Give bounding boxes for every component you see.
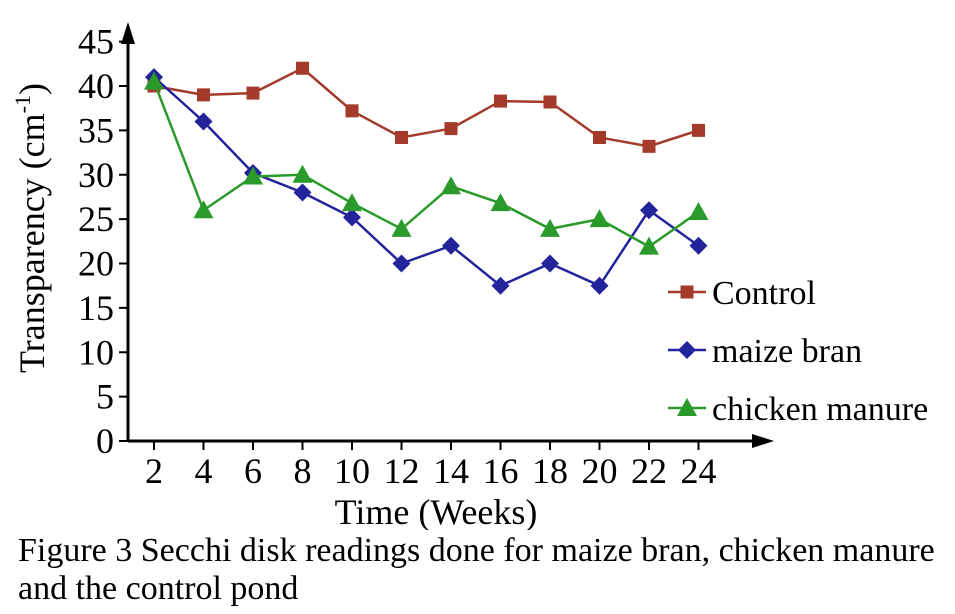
legend-marker [677,398,697,416]
data-point-chicken-manure [391,218,412,237]
data-point-control [692,123,705,137]
x-tick-label: 16 [483,451,519,491]
y-axis-title-superscript: -1 [10,95,35,113]
y-tick-label: 25 [78,199,114,239]
data-point-chicken-manure [589,209,610,228]
data-point-control [494,94,507,108]
y-tick-label: 30 [78,155,114,195]
x-axis-title: Time (Weeks) [335,492,538,530]
data-point-chicken-manure [490,193,511,212]
legend: Control maize bran chicken manure [668,275,928,428]
y-tick-label: 0 [96,421,114,461]
data-point-chicken-manure [243,166,263,185]
series-line-maize-bran [153,76,700,288]
x-tick-label: 2 [145,451,163,491]
x-tick-label: 18 [532,451,568,491]
data-point-control [593,130,606,144]
x-tick-label: 10 [334,451,370,491]
data-point-control [345,104,359,118]
x-tick-label: 22 [631,451,667,491]
y-tick-label: 35 [78,110,114,150]
y-tick-label: 20 [78,244,114,284]
y-tick-label: 10 [78,332,114,372]
y-tick-label: 40 [78,66,114,106]
data-point-chicken-manure [688,202,709,221]
x-tick-label: 12 [384,451,420,491]
data-point-chicken-manure [144,71,164,90]
legend-item-maize-bran: maize bran [668,333,862,370]
y-tick-label: 45 [78,22,114,62]
y-axis-title: Transparency (cm-1) [10,83,52,373]
data-point-control [444,122,458,136]
data-point-maize-bran [293,183,312,202]
data-point-chicken-manure [193,200,214,219]
data-point-chicken-manure [540,218,560,237]
y-axis-arrow [121,22,135,44]
data-point-maize-bran [194,112,213,131]
data-point-control [642,139,656,153]
series-line-chicken-manure [152,81,700,249]
data-point-maize-bran [442,236,460,255]
y-axis-title-main: Transparency (cm [12,113,52,373]
data-point-maize-bran [392,254,411,273]
data-point-maize-bran [689,236,708,255]
y-tick-label: 15 [78,288,114,328]
x-axis-arrow [752,434,774,448]
y-axis-title-close: ) [12,83,52,95]
legend-item-chicken-manure: chicken manure [668,391,928,428]
legend-marker [678,341,696,359]
data-point-control [543,95,557,109]
legend-item-control: Control [668,275,816,312]
data-point-control [197,88,210,102]
x-tick-label: 14 [433,451,469,491]
legend-marker [680,285,694,299]
data-point-chicken-manure [441,176,461,195]
x-tick-label: 8 [294,451,312,491]
x-tick-label: 6 [244,451,262,491]
legend-label: Control [712,275,816,312]
axes [121,22,774,448]
data-point-chicken-manure [342,193,362,212]
series-chicken-manure [144,71,709,255]
data-point-chicken-manure [639,236,659,255]
data-point-maize-bran [541,254,559,273]
data-point-control [395,130,408,144]
data-point-maize-bran [640,201,658,220]
series-maize-bran [145,68,708,295]
x-tick-label: 20 [582,451,618,491]
series-layer [144,61,709,295]
data-point-control [246,86,260,100]
series-line-control [153,66,699,148]
data-point-control [296,61,309,75]
series-control [147,61,705,153]
figure-caption: Figure 3 Secchi disk readings done for m… [18,532,935,607]
x-tick-label: 4 [195,451,213,491]
legend-label: chicken manure [712,391,928,428]
x-tick-label: 24 [681,451,717,491]
data-point-chicken-manure [292,164,313,183]
y-tick-label: 5 [96,377,114,417]
legend-label: maize bran [712,333,862,370]
data-point-maize-bran [343,208,361,227]
data-point-maize-bran [590,276,609,295]
data-point-maize-bran [491,276,510,295]
